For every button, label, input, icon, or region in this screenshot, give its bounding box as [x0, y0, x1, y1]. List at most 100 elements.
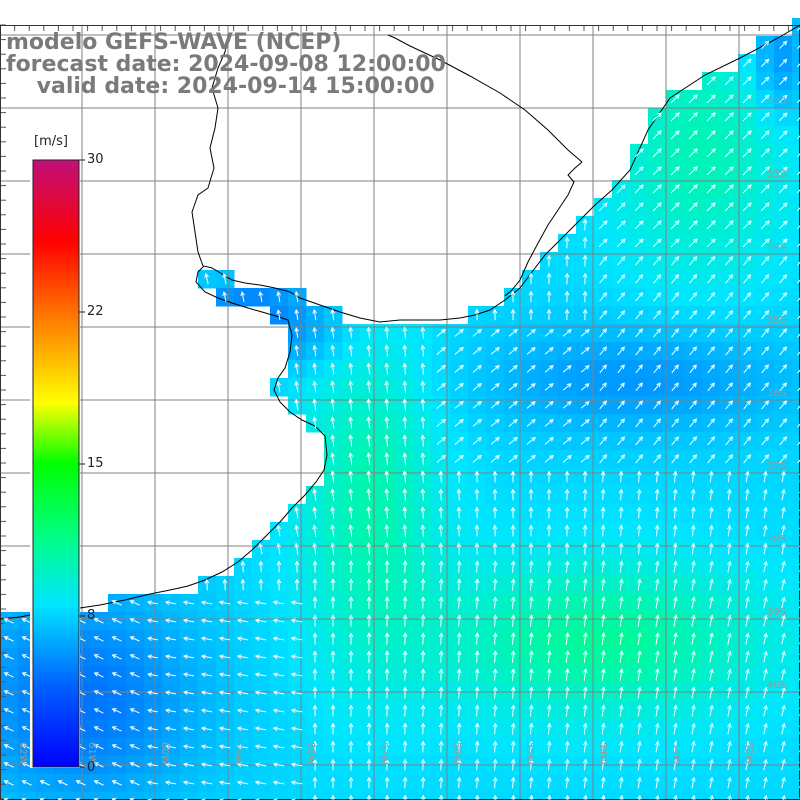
wind-arrow	[725, 364, 733, 374]
wind-arrow	[330, 470, 336, 483]
wind-arrow	[254, 798, 260, 800]
wind-arrow	[312, 650, 318, 663]
wind-arrow	[743, 418, 752, 428]
wind-arrow	[93, 654, 104, 660]
wind-arrow	[39, 780, 50, 786]
wind-arrow	[348, 560, 354, 573]
wind-arrow	[691, 686, 696, 699]
wind-arrow	[636, 488, 642, 501]
wind-cell	[792, 90, 800, 109]
wind-arrow	[312, 578, 318, 591]
wind-arrow	[564, 542, 570, 555]
wind-arrow	[510, 488, 516, 501]
wind-arrow	[218, 780, 231, 785]
wind-arrow	[580, 436, 590, 445]
wind-arrow	[745, 704, 750, 717]
wind-arrow	[726, 488, 732, 501]
wind-arrow	[200, 636, 213, 641]
wind-arrow	[655, 722, 660, 735]
wind-arrow	[724, 94, 734, 104]
wind-arrow	[438, 506, 444, 519]
wind-arrow	[546, 506, 552, 519]
wind-arrow	[689, 382, 697, 392]
wind-arrow	[670, 184, 680, 194]
wind-arrow	[637, 704, 642, 717]
wind-arrow	[492, 668, 498, 681]
wind-arrow	[420, 542, 426, 555]
wind-arrow	[673, 740, 678, 753]
wind-arrow	[236, 654, 249, 659]
wind-arrow	[492, 704, 498, 717]
wind-arrow	[652, 202, 662, 212]
wind-arrow	[366, 740, 372, 753]
wind-arrow	[781, 578, 786, 591]
wind-arrow	[726, 524, 732, 537]
wind-arrow	[200, 618, 213, 623]
wind-arrow	[402, 488, 408, 501]
wind-arrow	[670, 220, 680, 230]
wind-arrow	[436, 346, 446, 355]
wind-arrow	[672, 542, 678, 555]
wind-arrow	[366, 452, 372, 465]
wind-cell	[792, 468, 800, 487]
wind-cell	[792, 54, 800, 73]
wind-arrow	[599, 382, 607, 392]
wind-arrow	[384, 740, 390, 753]
wind-arrow	[635, 436, 644, 446]
wind-arrow	[384, 542, 390, 555]
wind-arrow	[637, 740, 642, 753]
wind-arrow	[724, 202, 734, 212]
wind-cell	[720, 792, 739, 800]
wind-arrow	[312, 542, 317, 555]
wind-arrow	[474, 524, 480, 537]
wind-arrow	[438, 686, 444, 699]
wind-arrow	[580, 347, 590, 355]
wind-arrow	[182, 690, 195, 696]
wind-arrow	[21, 690, 32, 696]
wind-arrow	[438, 740, 444, 753]
wind-arrow	[420, 578, 426, 591]
wind-arrow	[164, 600, 177, 605]
wind-arrow	[689, 255, 698, 266]
wind-arrow	[508, 400, 518, 409]
wind-arrow	[616, 202, 626, 212]
wind-arrow	[474, 758, 480, 771]
wind-arrow	[778, 220, 788, 230]
wind-arrow	[526, 401, 536, 409]
wind-arrow	[420, 470, 426, 483]
wind-arrow	[745, 776, 750, 789]
wind-arrow	[637, 794, 642, 800]
wind-arrow	[600, 542, 606, 555]
wind-arrow	[691, 650, 696, 663]
wind-arrow	[779, 418, 788, 428]
wind-arrow	[706, 76, 716, 86]
wind-arrow	[510, 668, 516, 681]
wind-arrow	[272, 780, 285, 785]
wind-arrow	[564, 488, 570, 501]
wind-arrow	[582, 686, 588, 699]
wind-arrow	[93, 618, 104, 624]
wind-arrow	[673, 758, 678, 771]
wind-arrow	[436, 418, 446, 427]
wind-arrow	[240, 291, 245, 302]
wind-arrow	[742, 76, 752, 86]
wind-arrow	[778, 130, 788, 140]
wind-arrow	[420, 758, 426, 771]
wind-arrow	[129, 708, 140, 714]
wind-arrow	[634, 148, 644, 158]
wind-speed-field	[0, 18, 800, 800]
wind-arrow	[384, 488, 390, 501]
wind-arrow	[236, 780, 249, 785]
wind-arrow	[761, 346, 770, 356]
wind-arrow	[673, 650, 678, 663]
wind-arrow	[3, 762, 14, 768]
wind-arrow	[582, 218, 588, 231]
wind-arrow	[420, 596, 426, 609]
wind-arrow	[472, 382, 482, 391]
wind-arrow	[797, 315, 800, 320]
wind-arrow	[619, 560, 624, 573]
wind-arrow	[725, 418, 734, 428]
wind-arrow	[727, 632, 732, 645]
wind-arrow	[312, 614, 318, 627]
wind-arrow	[254, 636, 267, 641]
